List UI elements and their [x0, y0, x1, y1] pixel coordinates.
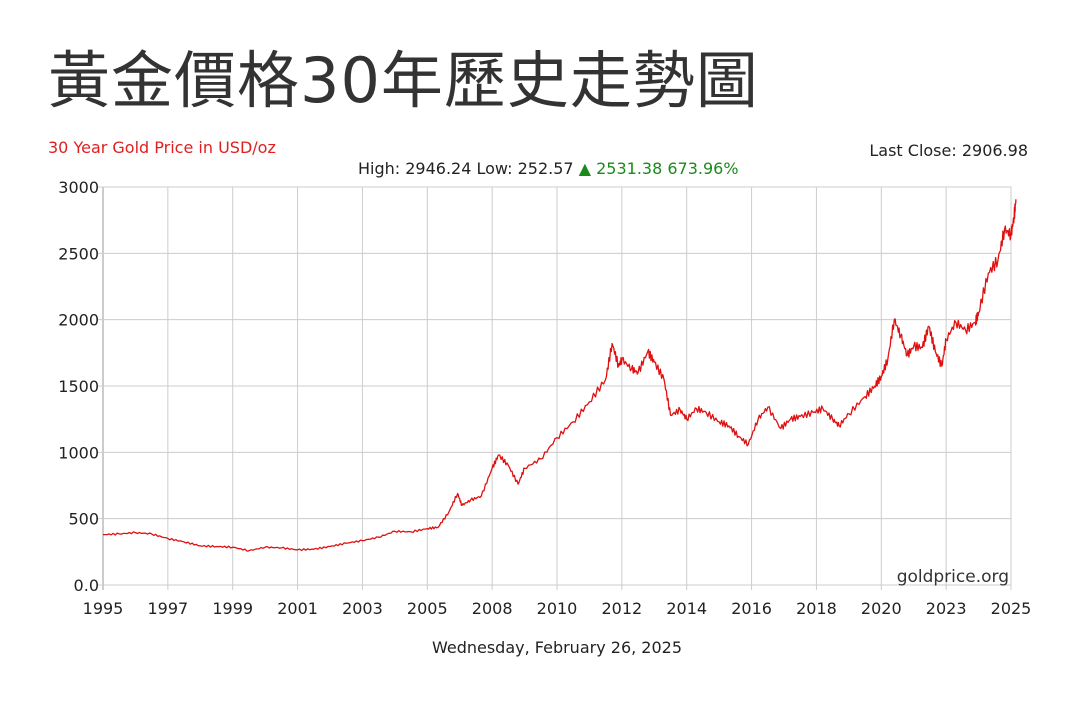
x-tick-label: 1997: [147, 599, 188, 618]
x-gridlines: [102, 187, 1012, 590]
x-tick-label: 2018: [796, 599, 837, 618]
x-tick-label: 2001: [277, 599, 318, 618]
x-tick-label: 2005: [407, 599, 448, 618]
x-tick-label: 2010: [537, 599, 578, 618]
x-tick-label: 2020: [861, 599, 902, 618]
chart-title: 30 Year Gold Price in USD/oz: [48, 138, 276, 157]
x-tick-label: 1999: [212, 599, 253, 618]
page-title: 黃金價格30年歷史走勢圖: [48, 44, 759, 117]
gold-price-line: [103, 199, 1017, 552]
x-tick-label: 2012: [601, 599, 642, 618]
y-tick-label: 2500: [58, 244, 99, 263]
x-tick-label: 2025: [991, 599, 1032, 618]
y-tick-label: 1500: [58, 377, 99, 396]
y-tick-label: 1000: [58, 443, 99, 462]
price-change: 2531.38 673.96%: [596, 159, 739, 178]
x-tick-label: 2023: [926, 599, 967, 618]
y-gridlines: [98, 186, 1011, 586]
x-tick-label: 2008: [472, 599, 513, 618]
y-tick-label: 500: [68, 510, 99, 529]
up-arrow-icon: ▲: [578, 159, 591, 178]
price-stats: High: 2946.24 Low: 252.57 ▲ 2531.38 673.…: [358, 159, 739, 178]
date-label: Wednesday, February 26, 2025: [431, 638, 683, 657]
x-tick-label: 2016: [731, 599, 772, 618]
high-low: High: 2946.24 Low: 252.57: [358, 159, 574, 178]
x-axis-labels: 1995 1997 1999 2001 2003 2005 2008 2010 2012 2014…: [83, 599, 1032, 618]
y-tick-label: 0.0: [74, 576, 99, 595]
x-tick-label: 2003: [342, 599, 383, 618]
x-tick-label: 2014: [666, 599, 707, 618]
watermark: goldprice.org: [897, 567, 1009, 587]
x-tick-label: 1995: [83, 599, 124, 618]
y-axis-labels: 3000 2500 2000 1500 1000 500 0.0: [58, 178, 99, 595]
last-close: Last Close: 2906.98: [869, 141, 1028, 160]
y-tick-label: 3000: [58, 178, 99, 197]
y-tick-label: 2000: [58, 311, 99, 330]
